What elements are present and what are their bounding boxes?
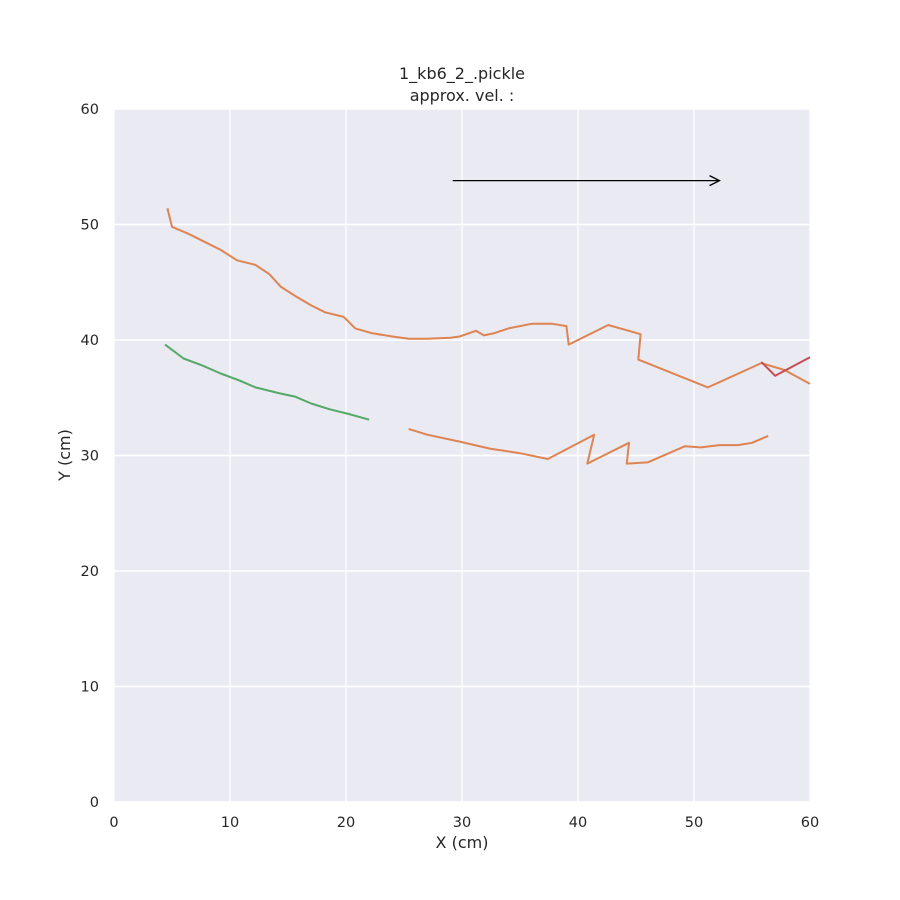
chart-subtitle: approx. vel. :: [410, 86, 515, 105]
grid-lines: [113, 108, 811, 803]
x-tick-label: 40: [569, 815, 587, 831]
tick-labels: 0 10 20 30 40 50 60 0 10 20 30 40 50 60: [81, 102, 820, 831]
trajectory-line-2: [408, 427, 769, 465]
trajectory-line-1: [166, 208, 811, 389]
y-axis-label: Y (cm): [55, 429, 74, 482]
y-tick-label: 10: [81, 680, 99, 696]
y-tick-label: 40: [81, 333, 99, 349]
series-layer: [164, 208, 811, 465]
y-tick-label: 50: [81, 218, 99, 234]
y-tick-label: 60: [81, 102, 99, 118]
trajectory-line-4: [760, 356, 811, 377]
x-tick-label: 50: [685, 815, 703, 831]
x-tick-label: 10: [221, 815, 239, 831]
chart-title: 1_kb6_2_.pickle: [399, 64, 525, 84]
x-tick-label: 30: [453, 815, 471, 831]
y-tick-label: 30: [81, 449, 99, 465]
x-axis-label: X (cm): [436, 833, 489, 852]
velocity-arrow-head: [709, 175, 721, 187]
y-tick-label: 20: [81, 564, 99, 580]
x-tick-label: 20: [337, 815, 355, 831]
x-tick-label: 60: [801, 815, 819, 831]
x-tick-label: 0: [109, 815, 118, 831]
y-tick-label: 0: [90, 795, 99, 811]
trajectory-line-3: [164, 343, 370, 421]
arrow-layer: [452, 175, 721, 187]
